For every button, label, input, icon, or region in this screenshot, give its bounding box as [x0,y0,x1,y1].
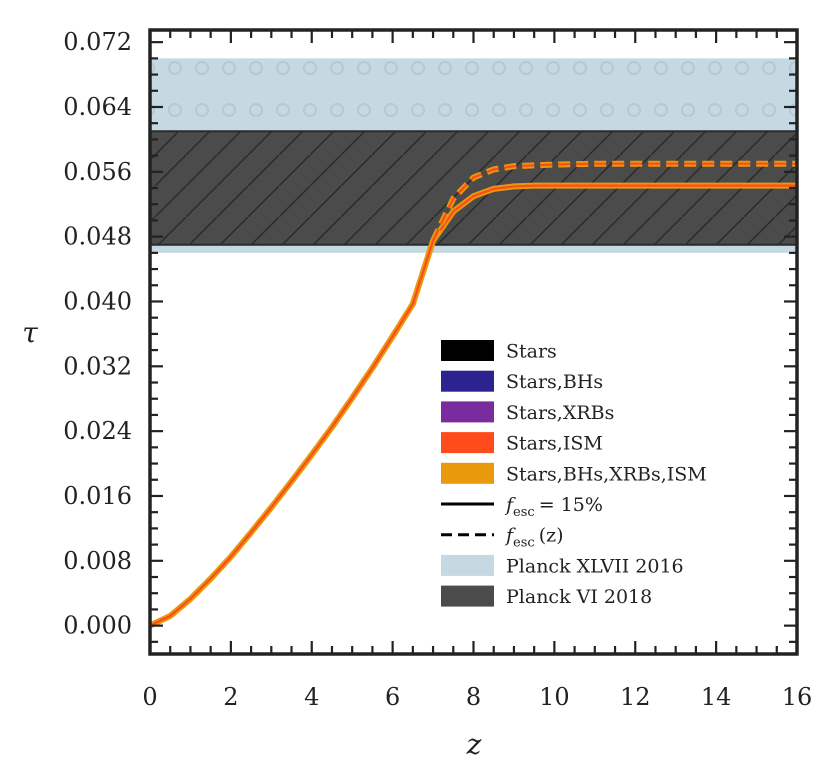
legend-math-f: f [504,525,516,547]
legend-math-sub: esc [513,536,535,551]
x-tick-label: 8 [466,683,481,711]
legend-math-f: f [504,494,516,516]
x-tick-label: 12 [620,683,651,711]
legend-item: Stars,BHs,XRBs,ISM [441,462,707,485]
legend-item: Stars,ISM [441,432,603,455]
y-tick-label: 0.000 [63,612,132,640]
legend-label: Stars,ISM [506,433,603,455]
legend-swatch [441,340,494,361]
legend-swatch [441,554,494,576]
y-tick-label: 0.056 [63,158,132,186]
y-tick-label: 0.024 [63,417,132,445]
x-tick-label: 14 [701,683,732,711]
legend-label: Planck VI 2018 [506,586,652,608]
y-axis-label: τ [22,316,38,349]
legend-math-sub: esc [513,505,535,520]
legend-swatch [441,585,494,607]
legend-swatch [441,370,494,392]
legend-label: fesc = 15% [504,494,603,520]
x-tick-labels: 0 2 4 6 8 10 12 14 16 [142,683,812,711]
legend-label: Planck XLVII 2016 [506,555,684,577]
series-line-dashed [150,162,797,627]
legend-item: Stars,XRBs [441,401,614,424]
legend-label: Stars [506,341,557,363]
legend-item: Stars,BHs [441,370,603,393]
x-tick-label: 2 [223,683,238,711]
x-tick-label: 0 [142,683,157,711]
y-tick-label: 0.016 [63,482,132,510]
x-tick-label: 10 [539,683,570,711]
legend: Stars Stars,BHs Stars,XRBs Stars,ISM Stars,B… [441,340,707,608]
legend-swatch [441,401,494,423]
legend-label: Stars,BHs [506,371,603,393]
y-tick-labels: 0.000 0.008 0.016 0.024 0.032 0.040 0.048 0.056… [63,28,132,639]
y-tick-label: 0.008 [63,547,132,575]
x-axis-label: z [466,728,482,761]
y-tick-label: 0.072 [63,28,132,56]
legend-label: fesc (z) [504,525,564,551]
legend-item: fesc (z) [441,525,564,551]
legend-label: Stars,BHs,XRBs,ISM [506,463,707,485]
legend-math-rest: (z) [539,525,564,547]
legend-math-rest: = 15% [539,494,603,516]
legend-swatch [441,462,494,484]
x-tick-label: 6 [385,683,400,711]
plot-frame [148,28,799,656]
y-tick-label: 0.064 [63,93,132,121]
legend-item: Planck XLVII 2016 [441,554,684,577]
legend-item: Stars [441,340,557,363]
legend-swatch [441,432,494,454]
y-tick-label: 0.040 [63,287,132,315]
x-tick-label: 16 [782,683,813,711]
legend-item: fesc = 15% [441,494,603,520]
legend-label: Stars,XRBs [506,402,614,424]
y-tick-label: 0.032 [63,352,132,380]
x-tick-label: 4 [304,683,319,711]
plot-area [150,58,797,629]
legend-item: Planck VI 2018 [441,585,652,608]
y-tick-label: 0.048 [63,223,132,251]
